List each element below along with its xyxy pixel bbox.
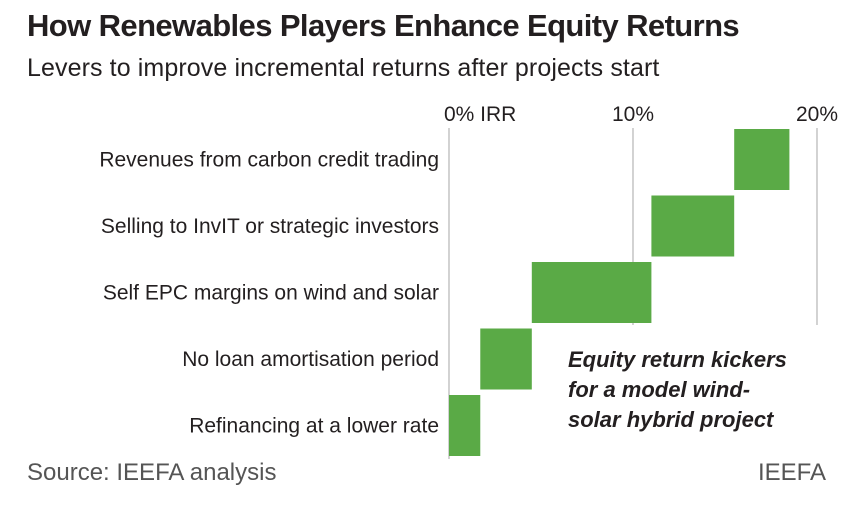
tick-label-2: 20% <box>796 103 838 126</box>
brand-label: IEEFA <box>757 459 826 486</box>
category-label-4: No loan amortisation period <box>182 348 439 371</box>
bar-1 <box>734 129 790 190</box>
annotation-line-3: solar hybrid project <box>568 407 775 432</box>
annotation-line-1: Equity return kickers <box>568 347 787 372</box>
tick-label-0: 0% IRR <box>444 103 516 126</box>
source-note: Source: IEEFA analysis <box>27 459 277 486</box>
bar-3 <box>531 262 652 323</box>
category-label-2: Selling to InvIT or strategic investors <box>101 215 439 238</box>
bar-2 <box>651 195 735 257</box>
annotation-line-2: for a model wind- <box>568 377 750 402</box>
tick-label-1: 10% <box>612 103 654 126</box>
category-label-3: Self EPC margins on wind and solar <box>103 282 439 305</box>
bar-4 <box>480 328 532 390</box>
chart-subtitle: Levers to improve incremental returns af… <box>27 54 660 82</box>
chart-title: How Renewables Players Enhance Equity Re… <box>27 8 740 43</box>
category-label-5: Refinancing at a lower rate <box>189 415 439 438</box>
category-label-1: Revenues from carbon credit trading <box>99 149 439 172</box>
bar-5 <box>449 395 481 456</box>
